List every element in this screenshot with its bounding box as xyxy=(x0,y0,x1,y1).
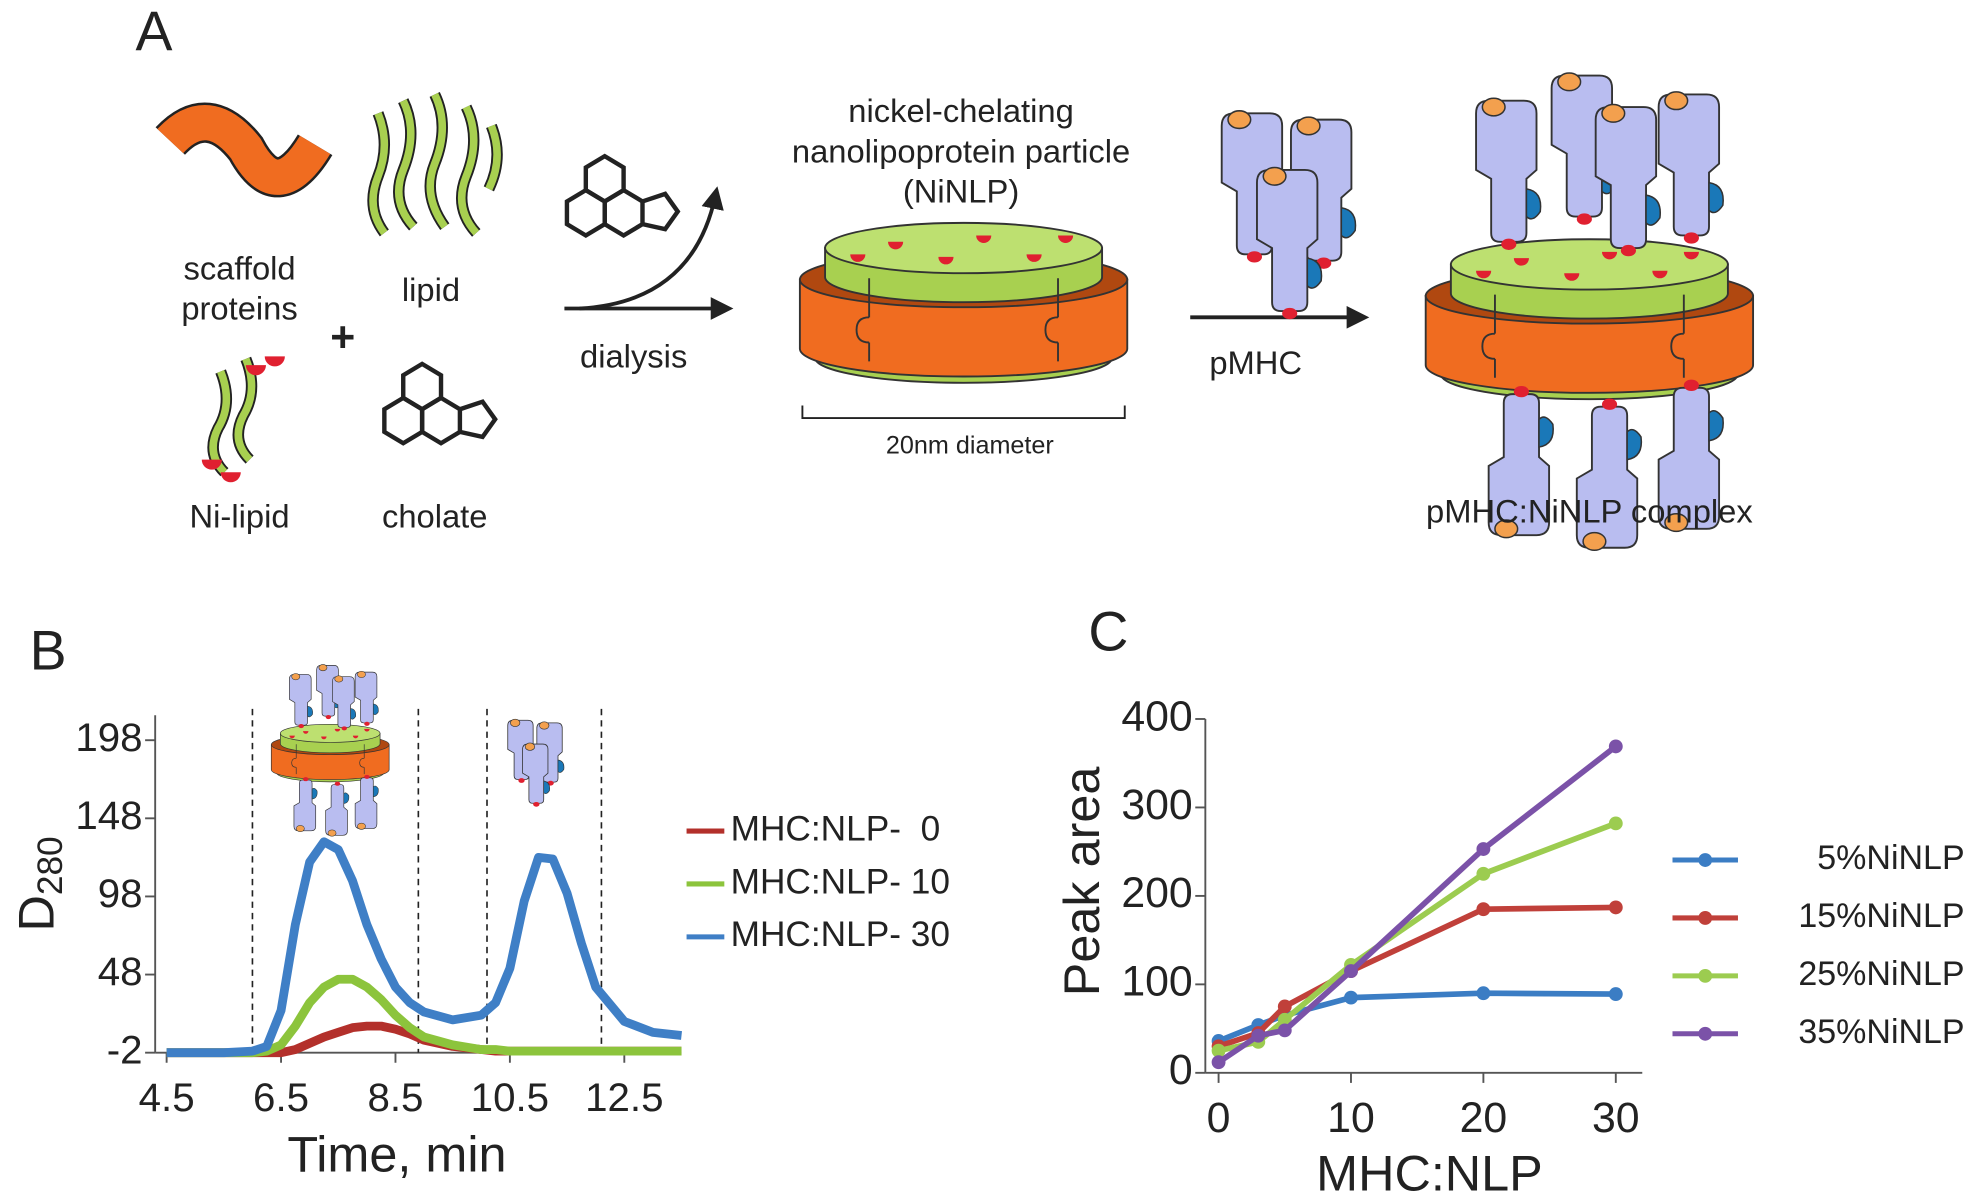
lipid-label: lipid xyxy=(402,271,460,308)
y-tick-label: -2 xyxy=(107,1027,143,1072)
legend-label: 5%NiNLP xyxy=(1817,839,1964,877)
data-point xyxy=(1277,999,1292,1014)
x-axis-title: MHC:NLP xyxy=(1316,1145,1543,1200)
x-tick-label: 6.5 xyxy=(253,1075,309,1120)
data-point xyxy=(1211,1055,1226,1070)
data-point xyxy=(1344,990,1358,1005)
diameter-label: 20nm diameter xyxy=(886,432,1054,460)
data-point xyxy=(1476,842,1491,856)
legend-label: MHC:NLP- 30 xyxy=(731,915,950,954)
y-tick-label: 300 xyxy=(1121,781,1192,829)
panel-b: B Time, min D280 xyxy=(8,619,564,1183)
data-line xyxy=(1217,744,1618,1065)
data-point xyxy=(1277,1023,1292,1038)
y-tick-label: 98 xyxy=(98,871,143,916)
legend-label: 15%NiNLP xyxy=(1798,897,1964,935)
y-tick-label: 200 xyxy=(1121,869,1192,917)
data-point xyxy=(1476,866,1491,881)
legend-marker xyxy=(1698,968,1713,983)
pmhc-label: pMHC xyxy=(1209,344,1302,381)
legend-marker xyxy=(1698,853,1713,867)
legend-label: 25%NiNLP xyxy=(1798,955,1964,993)
y-tick-label: 148 xyxy=(75,793,142,838)
y-tick-label: 48 xyxy=(98,949,143,994)
data-point xyxy=(1608,816,1623,831)
legend-marker xyxy=(1698,911,1713,925)
complex-label: pMHC:NiNLP complex xyxy=(1426,492,1753,529)
legend-marker xyxy=(1698,1026,1713,1041)
data-point xyxy=(1344,964,1358,979)
data-point xyxy=(1251,1028,1266,1043)
x-tick-label: 8.5 xyxy=(367,1075,423,1120)
ninlp-label: nickel-chelating xyxy=(848,92,1074,129)
y-tick-label: 100 xyxy=(1121,958,1192,1006)
y-tick-label: 400 xyxy=(1121,692,1192,740)
panel-a: A scaffold proteins lipid + Ni-lipid cho… xyxy=(135,0,1753,550)
x-tick-label: 10 xyxy=(1327,1094,1375,1142)
x-tick-label: 12.5 xyxy=(585,1075,663,1120)
data-point xyxy=(1476,986,1491,1001)
x-tick-label: 10.5 xyxy=(471,1075,549,1120)
panel-label: A xyxy=(135,0,172,62)
ninlp-label: nanolipoprotein particle xyxy=(792,132,1130,169)
legend-label: MHC:NLP- 0 xyxy=(731,809,941,848)
scaffold-label: proteins xyxy=(181,290,297,327)
plus-sign: + xyxy=(330,313,355,361)
y-tick-label: 0 xyxy=(1169,1046,1193,1094)
data-point xyxy=(1211,1043,1226,1058)
ninlp-label: (NiNLP) xyxy=(903,173,1019,210)
panel-c: C MHC:NLP Peak area xyxy=(1053,601,1543,1200)
dialysis-label: dialysis xyxy=(580,338,687,375)
panel-label: C xyxy=(1088,601,1128,663)
legend-label: 35%NiNLP xyxy=(1798,1013,1964,1051)
x-tick-label: 20 xyxy=(1460,1094,1508,1142)
data-point xyxy=(1608,900,1623,915)
x-tick-label: 0 xyxy=(1207,1094,1231,1142)
y-axis-title: Peak area xyxy=(1053,767,1110,997)
data-line xyxy=(1217,990,1616,1044)
cholate-label: cholate xyxy=(382,497,488,534)
y-tick-label: 198 xyxy=(75,715,142,760)
x-tick-label: 4.5 xyxy=(139,1075,195,1120)
ni-lipid-label: Ni-lipid xyxy=(190,497,290,534)
x-axis-title: Time, min xyxy=(287,1126,506,1183)
scaffold-label: scaffold xyxy=(183,249,295,286)
data-line xyxy=(166,974,682,1058)
y-axis-title-main: D xyxy=(8,895,65,931)
data-point xyxy=(1608,987,1623,1002)
y-axis-title: D280 xyxy=(8,836,71,931)
legend-label: MHC:NLP- 10 xyxy=(731,862,950,901)
y-axis-title-sub: 280 xyxy=(31,836,70,895)
x-tick-label: 30 xyxy=(1592,1094,1640,1142)
data-line xyxy=(166,837,682,1058)
data-point xyxy=(1608,739,1623,754)
data-point xyxy=(1476,902,1491,917)
data-point xyxy=(1277,1012,1292,1027)
panel-label: B xyxy=(30,619,67,681)
